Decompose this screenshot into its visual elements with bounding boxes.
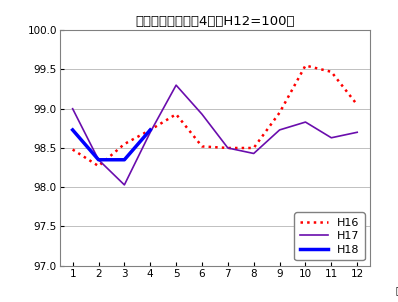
H17 bbox=[96, 158, 101, 162]
Line: H18: H18 bbox=[72, 130, 150, 160]
H16 bbox=[148, 128, 153, 132]
H18 bbox=[70, 128, 75, 132]
Line: H16: H16 bbox=[72, 66, 357, 166]
H18 bbox=[122, 158, 127, 162]
H16 bbox=[329, 70, 334, 74]
H16 bbox=[252, 146, 256, 150]
H17 bbox=[148, 130, 153, 134]
H17 bbox=[70, 107, 75, 111]
H17 bbox=[303, 120, 308, 124]
H17 bbox=[252, 152, 256, 155]
H17 bbox=[355, 130, 360, 134]
H16 bbox=[277, 111, 282, 114]
Line: H17: H17 bbox=[72, 85, 357, 185]
H16 bbox=[225, 146, 230, 150]
H16 bbox=[303, 64, 308, 67]
H18 bbox=[96, 158, 101, 162]
H17 bbox=[277, 128, 282, 132]
H18 bbox=[148, 128, 153, 132]
H17 bbox=[122, 183, 127, 187]
Text: 月: 月 bbox=[395, 285, 398, 295]
H16 bbox=[96, 164, 101, 168]
H17 bbox=[174, 83, 178, 87]
H17 bbox=[329, 136, 334, 140]
H16 bbox=[200, 145, 205, 148]
H16 bbox=[355, 103, 360, 107]
Title: 総合指数の動き　4市（H12=100）: 総合指数の動き 4市（H12=100） bbox=[135, 14, 295, 28]
H17 bbox=[200, 112, 205, 116]
H17 bbox=[225, 146, 230, 150]
H16 bbox=[70, 148, 75, 151]
H16 bbox=[174, 112, 178, 116]
H16 bbox=[122, 142, 127, 146]
Legend: H16, H17, H18: H16, H17, H18 bbox=[294, 212, 365, 260]
